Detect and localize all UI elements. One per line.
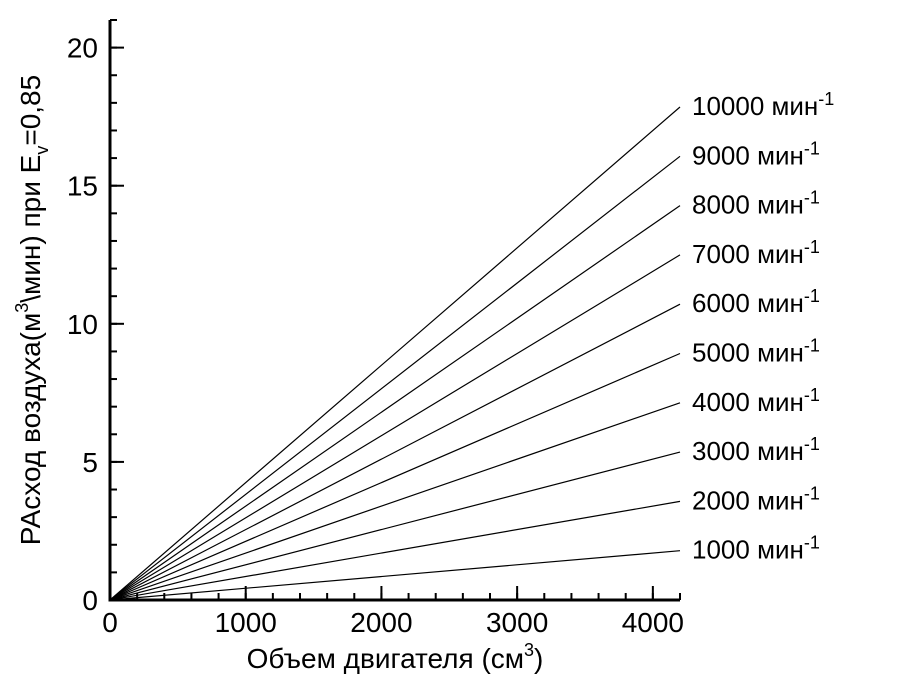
series-line-8000 — [110, 206, 680, 600]
series-label-8000: 8000 мин-1 — [692, 188, 820, 220]
series-line-9000 — [110, 156, 680, 600]
data-lines — [110, 107, 680, 600]
x-tick-label: 3000 — [486, 607, 548, 638]
series-label-9000: 9000 мин-1 — [692, 138, 820, 170]
y-tick-label: 5 — [82, 447, 98, 478]
series-line-6000 — [110, 304, 680, 600]
y-tick-label: 15 — [67, 171, 98, 202]
x-axis-label: Объем двигателя (см3) — [247, 640, 544, 674]
series-line-2000 — [110, 501, 680, 600]
x-tick-label: 2000 — [350, 607, 412, 638]
line-labels: 1000 мин-1 2000 мин-1 3000 мин-1 4000 мин-1… — [692, 89, 834, 565]
series-label-2000: 2000 мин-1 — [692, 483, 820, 515]
series-label-6000: 6000 мин-1 — [692, 286, 820, 318]
y-ticks: 0 5 10 15 20 — [67, 20, 124, 616]
airflow-chart: 0 1000 2000 3000 4000 0 5 10 15 20 1000 мин-1 200… — [0, 0, 900, 689]
series-line-5000 — [110, 354, 680, 601]
y-tick-label: 0 — [82, 585, 98, 616]
axes-group — [110, 20, 680, 600]
series-label-7000: 7000 мин-1 — [692, 237, 820, 269]
y-axis-label: РАсход воздуха(м3\мин) при Ev=0,85 — [12, 75, 52, 545]
series-line-4000 — [110, 403, 680, 600]
series-label-4000: 4000 мин-1 — [692, 385, 820, 417]
series-line-1000 — [110, 551, 680, 600]
series-label-5000: 5000 мин-1 — [692, 336, 820, 368]
y-tick-label: 10 — [67, 309, 98, 340]
series-label-3000: 3000 мин-1 — [692, 434, 820, 466]
series-label-1000: 1000 мин-1 — [692, 533, 820, 565]
x-tick-label: 0 — [102, 607, 118, 638]
y-tick-label: 20 — [67, 33, 98, 64]
series-line-7000 — [110, 255, 680, 600]
x-tick-label: 4000 — [622, 607, 684, 638]
x-tick-label: 1000 — [215, 607, 277, 638]
x-ticks: 0 1000 2000 3000 4000 — [102, 586, 684, 638]
series-label-10000: 10000 мин-1 — [692, 89, 834, 121]
chart-svg: 0 1000 2000 3000 4000 0 5 10 15 20 1000 мин-1 200… — [0, 0, 900, 689]
